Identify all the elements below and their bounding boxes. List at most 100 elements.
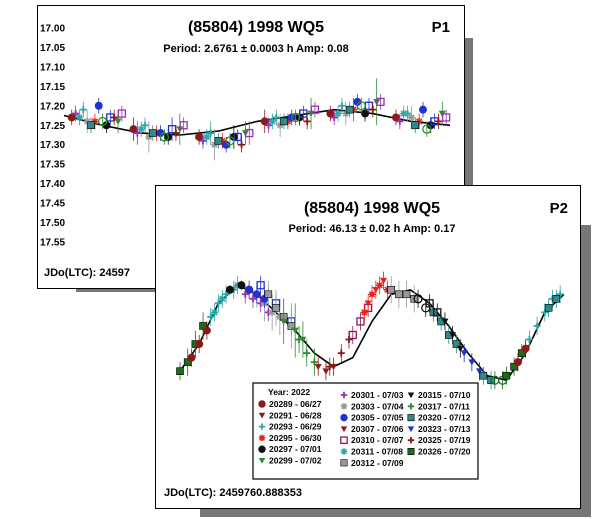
data-point [361, 109, 370, 118]
data-point [214, 137, 223, 145]
chart-p2-subtitle: Period: 46.13 ± 0.02 h Amp: 0.17 [288, 223, 455, 235]
legend-marker [258, 445, 266, 453]
data-point [337, 349, 345, 357]
data-point [402, 290, 411, 299]
y-tick-label: 17.40 [40, 179, 65, 190]
data-point [380, 277, 388, 285]
data-point [356, 101, 366, 111]
data-point [225, 285, 234, 294]
data-point [334, 110, 342, 118]
data-point [552, 295, 561, 303]
legend-entry: 20289 - 06/27 [269, 399, 322, 409]
data-point [525, 336, 533, 344]
data-point [218, 295, 226, 303]
legend-entry: 20293 - 06/29 [269, 422, 322, 432]
y-tick-label: 17.35 [40, 160, 65, 171]
data-point [133, 129, 141, 137]
data-point [276, 121, 284, 129]
data-point [238, 141, 246, 149]
data-point [395, 290, 403, 299]
data-point [411, 121, 420, 130]
legend-marker [407, 437, 415, 444]
panel-p2: (85804) 1998 WQ5 Period: 46.13 ± 0.02 h … [155, 185, 581, 509]
data-point [110, 113, 118, 121]
data-point [202, 326, 211, 335]
chart-p2-title: (85804) 1998 WQ5 [304, 200, 440, 217]
data-point [218, 137, 226, 145]
data-point [342, 110, 350, 118]
data-point [521, 344, 530, 353]
data-point [434, 117, 442, 125]
data-point [322, 368, 330, 375]
data-point [179, 121, 188, 130]
data-point [280, 318, 288, 325]
legend-entry: 20317 - 07/11 [418, 401, 470, 411]
chart-p1-jd-label: JDo(LTC): 24597 [44, 267, 130, 279]
data-point [415, 117, 423, 125]
data-point [391, 113, 400, 122]
legend-marker [407, 426, 415, 433]
data-point [479, 371, 488, 380]
chart-p2-data-layer [176, 271, 565, 390]
data-point [556, 290, 564, 298]
legend-entry: 20303 - 07/04 [351, 401, 404, 411]
data-point [513, 358, 522, 367]
data-point [187, 353, 196, 362]
data-point [222, 290, 230, 298]
data-point [211, 141, 219, 149]
data-point [172, 129, 180, 137]
y-tick-label: 17.15 [40, 82, 65, 93]
data-point [145, 133, 153, 141]
data-point [356, 317, 365, 326]
y-tick-label: 17.30 [40, 140, 65, 151]
legend-marker [340, 448, 348, 455]
data-point [203, 133, 211, 141]
data-point [338, 102, 346, 110]
data-point [326, 363, 334, 371]
data-point [441, 113, 451, 122]
y-tick-label: 17.00 [40, 23, 65, 34]
data-point [195, 132, 204, 141]
data-point [368, 290, 376, 298]
data-point [425, 299, 434, 308]
data-point [211, 308, 219, 316]
data-point [87, 121, 95, 130]
legend-entry: 20325 - 07/19 [418, 435, 471, 445]
y-tick-label: 17.55 [40, 238, 65, 249]
legend-marker [258, 457, 266, 464]
data-point [129, 125, 138, 134]
chart-p2-panel-tag: P2 [550, 200, 568, 217]
legend-entry: 20312 - 07/09 [351, 458, 404, 468]
data-point [468, 359, 476, 366]
data-point [141, 121, 149, 129]
data-point [249, 295, 257, 303]
data-point [295, 336, 303, 344]
data-point [272, 113, 280, 121]
data-point [350, 106, 357, 114]
data-point [303, 349, 311, 357]
legend-entry: 20305 - 07/05 [351, 413, 404, 423]
data-point [460, 350, 468, 357]
fit-curve [63, 108, 451, 136]
legend-entry: 20295 - 06/30 [269, 433, 322, 443]
data-point [256, 281, 265, 290]
legend-entry: 20323 - 07/13 [418, 424, 471, 434]
data-point [433, 308, 442, 317]
data-point [268, 117, 276, 125]
data-point [369, 106, 377, 114]
y-tick-label: 17.05 [40, 43, 65, 54]
data-point [225, 136, 235, 146]
data-point [72, 110, 80, 118]
data-point [79, 106, 87, 114]
legend-marker [258, 423, 266, 430]
data-point [148, 129, 157, 137]
legend-marker [407, 392, 415, 399]
legend-marker [258, 434, 266, 442]
data-point [396, 117, 404, 125]
legend-entry: 20311 - 07/08 [351, 447, 403, 457]
data-point [260, 117, 269, 126]
data-point [326, 109, 335, 118]
data-point [83, 117, 91, 125]
legend-title: Year: 2022 [268, 387, 310, 397]
